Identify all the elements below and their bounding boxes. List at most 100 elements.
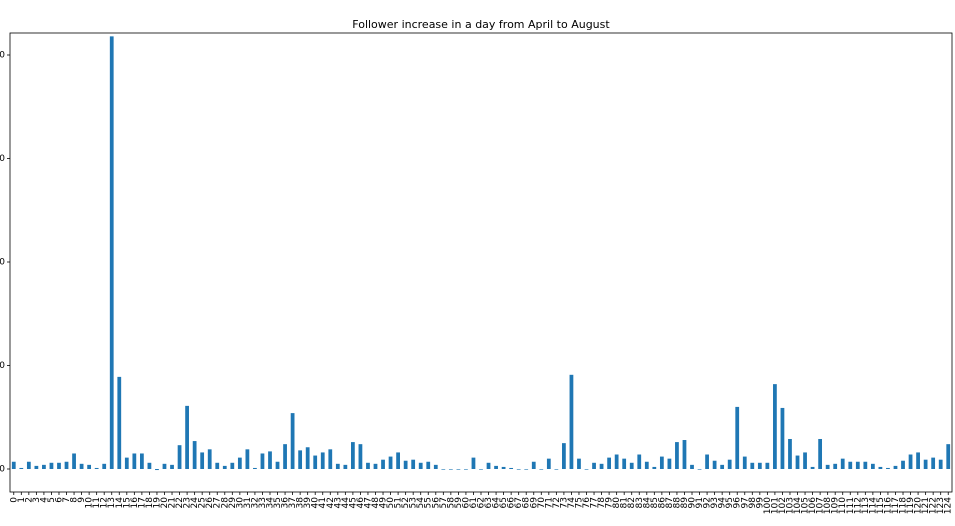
chart-title: Follower increase in a day from April to… bbox=[352, 18, 610, 31]
bar-19 bbox=[155, 469, 159, 471]
bar-69 bbox=[531, 461, 536, 469]
x-tick-label: 23 bbox=[183, 497, 193, 508]
bar-74 bbox=[569, 374, 574, 469]
x-tick-label: 32 bbox=[250, 497, 260, 508]
bar-32 bbox=[253, 467, 257, 469]
x-tick-label: 64 bbox=[492, 497, 502, 509]
bar-8 bbox=[72, 453, 76, 469]
bar-96 bbox=[735, 406, 740, 469]
plot-area-frame bbox=[9, 32, 953, 493]
bar-111 bbox=[848, 461, 853, 469]
x-tick-label: 111 bbox=[846, 497, 856, 514]
bar-14 bbox=[117, 376, 122, 469]
bar-104 bbox=[795, 455, 800, 469]
x-tick-label: 121 bbox=[921, 497, 931, 514]
x-tick-label: 119 bbox=[906, 497, 916, 514]
bar-117 bbox=[893, 465, 898, 469]
bar-89 bbox=[682, 440, 687, 469]
x-tick-label: 74 bbox=[567, 497, 577, 509]
bar-70 bbox=[539, 469, 544, 470]
x-tick-label: 87 bbox=[665, 497, 675, 508]
bar-16 bbox=[132, 453, 137, 469]
x-tick-label: 89 bbox=[680, 497, 690, 509]
x-tick-label: 108 bbox=[823, 497, 833, 514]
x-tick-label: 58 bbox=[446, 497, 456, 509]
bar-52 bbox=[403, 460, 408, 469]
bar-13 bbox=[109, 36, 114, 470]
x-axis-ticks: 0123456789101112131415161718192021222324… bbox=[9, 492, 954, 514]
x-tick-label: 65 bbox=[499, 497, 509, 508]
x-tick-label: 31 bbox=[243, 497, 253, 508]
x-tick-label: 100 bbox=[763, 497, 773, 514]
x-tick-label: 1 bbox=[17, 497, 27, 503]
x-tick-label: 75 bbox=[574, 497, 584, 508]
bar-124 bbox=[946, 444, 951, 469]
bar-49 bbox=[381, 459, 385, 469]
x-tick-label: 97 bbox=[740, 497, 750, 508]
x-tick-label: 49 bbox=[379, 497, 389, 509]
bar-71 bbox=[546, 458, 551, 469]
x-tick-label: 85 bbox=[650, 497, 660, 508]
x-tick-label: 98 bbox=[748, 497, 758, 509]
bar-68 bbox=[524, 469, 529, 470]
bar-3 bbox=[34, 465, 39, 469]
bar-115 bbox=[878, 466, 883, 469]
x-tick-label: 78 bbox=[597, 497, 607, 509]
bar-36 bbox=[283, 444, 287, 469]
bar-2 bbox=[26, 461, 31, 469]
x-tick-label: 28 bbox=[220, 497, 230, 509]
x-tick-label: 63 bbox=[484, 497, 494, 508]
x-tick-label: 3 bbox=[32, 497, 42, 503]
x-tick-label: 18 bbox=[145, 497, 155, 509]
bar-64 bbox=[494, 465, 498, 469]
bar-100 bbox=[765, 462, 770, 469]
bar-56 bbox=[433, 464, 438, 469]
bar-20 bbox=[162, 463, 167, 469]
x-tick-label: 67 bbox=[514, 497, 524, 508]
x-tick-label: 113 bbox=[861, 497, 871, 514]
x-tick-label: 54 bbox=[416, 497, 426, 509]
bar-55 bbox=[426, 461, 431, 469]
bar-72 bbox=[554, 469, 559, 470]
bar-119 bbox=[908, 454, 913, 469]
bar-57 bbox=[441, 469, 446, 470]
x-tick-label: 62 bbox=[477, 497, 487, 508]
bar-95 bbox=[727, 459, 732, 469]
bar-22 bbox=[177, 445, 182, 469]
bar-101 bbox=[773, 384, 777, 469]
x-tick-label: 0 bbox=[9, 497, 19, 503]
x-tick-label: 71 bbox=[544, 497, 554, 508]
y-tick-label: 1000 bbox=[0, 361, 5, 371]
bar-26 bbox=[207, 449, 212, 469]
x-tick-label: 120 bbox=[914, 497, 924, 514]
bar-30 bbox=[237, 457, 242, 469]
bar-112 bbox=[855, 461, 860, 469]
y-tick-label: 0 bbox=[0, 465, 5, 475]
x-tick-label: 114 bbox=[868, 497, 878, 514]
x-tick-label: 48 bbox=[371, 497, 381, 509]
x-tick-label: 24 bbox=[190, 497, 200, 509]
bar-79 bbox=[607, 457, 611, 469]
x-tick-label: 115 bbox=[876, 497, 886, 514]
bar-91 bbox=[697, 469, 702, 470]
y-tick-label: 3000 bbox=[0, 154, 5, 164]
bar-46 bbox=[358, 444, 363, 469]
bar-50 bbox=[388, 456, 393, 469]
x-tick-label: 21 bbox=[168, 497, 178, 508]
bar-77 bbox=[592, 462, 596, 469]
bar-53 bbox=[411, 459, 416, 469]
x-tick-label: 15 bbox=[122, 497, 132, 508]
x-tick-label: 123 bbox=[936, 497, 946, 514]
x-tick-label: 11 bbox=[92, 497, 102, 508]
x-tick-label: 8 bbox=[70, 497, 80, 503]
bar-90 bbox=[690, 464, 694, 469]
bar-40 bbox=[313, 455, 318, 469]
bar-87 bbox=[667, 458, 672, 469]
bar-66 bbox=[509, 467, 514, 469]
bar-61 bbox=[471, 457, 476, 469]
x-tick-label: 22 bbox=[175, 497, 185, 508]
x-tick-label: 92 bbox=[703, 497, 713, 508]
bar-27 bbox=[215, 462, 220, 469]
x-tick-label: 53 bbox=[409, 497, 419, 508]
